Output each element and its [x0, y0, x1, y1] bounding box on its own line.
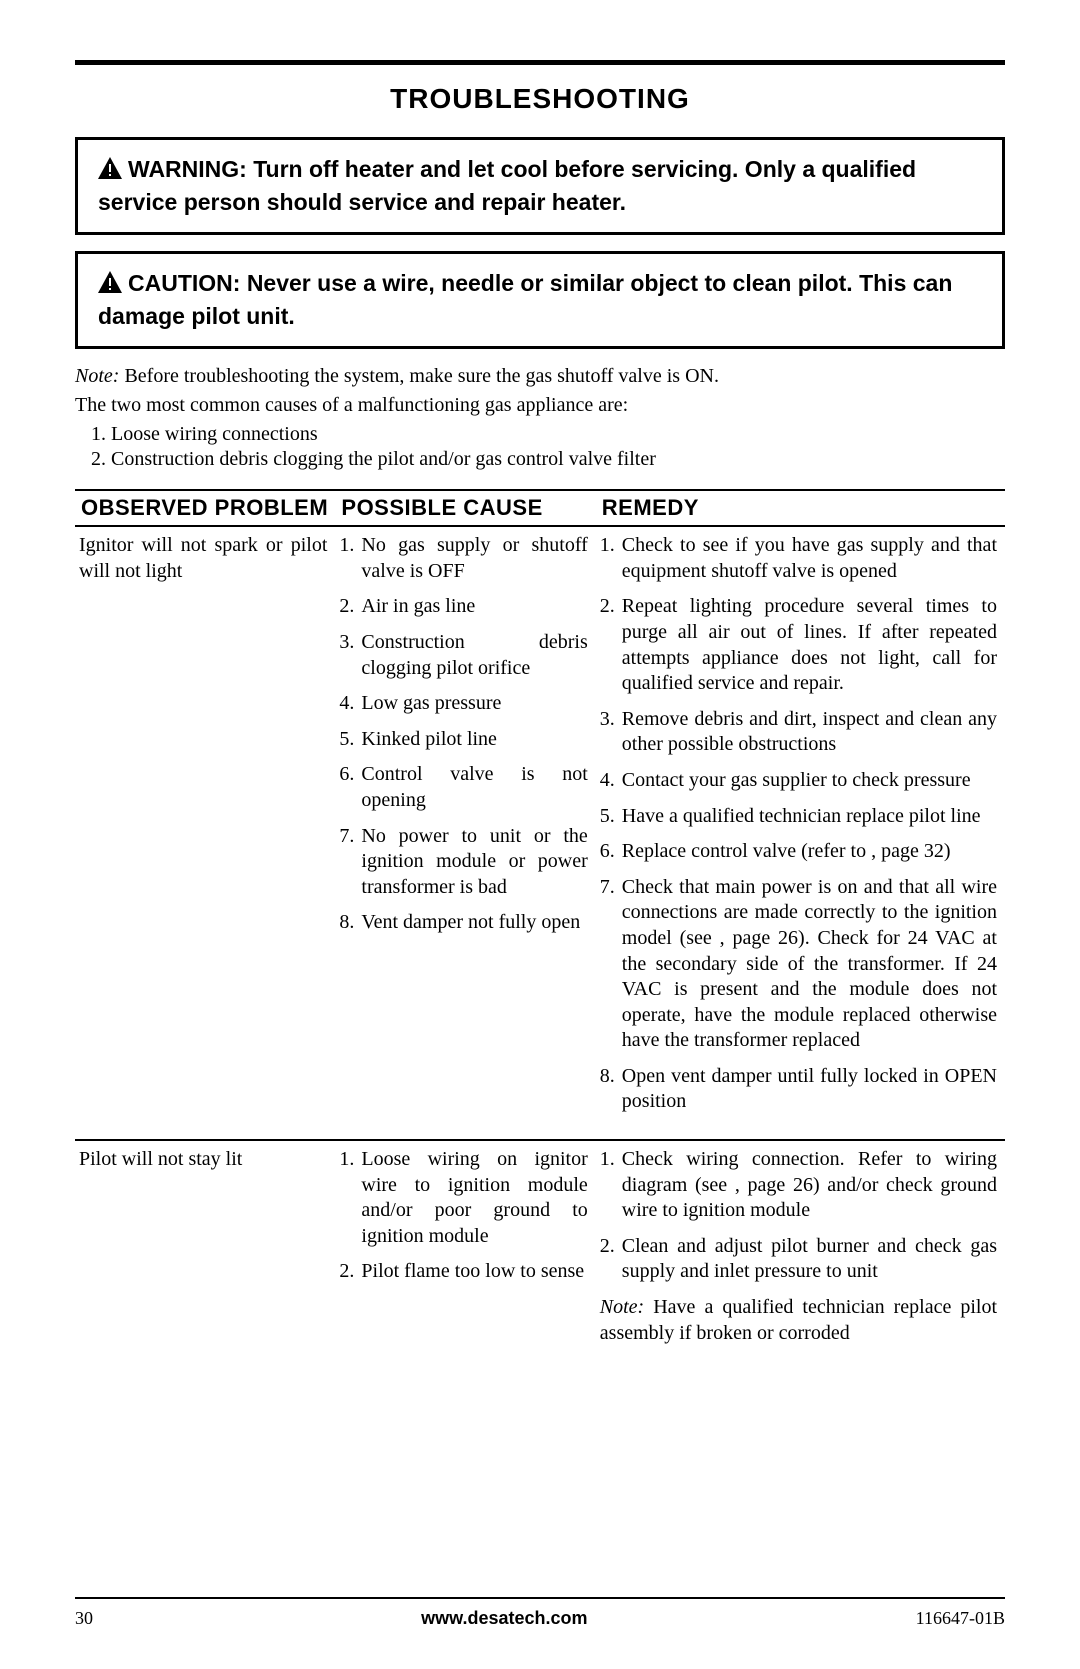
cell-remedy: 1.Check wiring connection. Refer to wiri… [596, 1140, 1005, 1360]
cell-problem: Pilot will not stay lit [75, 1140, 335, 1360]
footer: 30 www.desatech.com 116647-01B [75, 1608, 1005, 1629]
remedy-item: 3.Remove debris and dirt, inspect and cl… [600, 707, 997, 758]
cause-item: 6.Control valve is not opening [339, 762, 587, 813]
cause-item: 5.Kinked pilot line [339, 727, 587, 753]
caution-label: CAUTION: Never use a wire, needle or sim… [98, 270, 952, 329]
intro-list: Loose wiring connections Construction de… [75, 423, 1005, 471]
table-body: Ignitor will not spark or pilot will not… [75, 526, 1005, 1360]
remedy-item: 4.Contact your gas supplier to check pre… [600, 768, 997, 794]
th-cause: POSSIBLE CAUSE [335, 490, 595, 526]
th-remedy: REMEDY [596, 490, 1005, 526]
warning-label: WARNING: Turn off heater and let cool be… [98, 156, 916, 215]
cell-remedy: 1.Check to see if you have gas supply an… [596, 526, 1005, 1140]
cause-item: 2.Air in gas line [339, 594, 587, 620]
th-problem: OBSERVED PROBLEM [75, 490, 335, 526]
warning-text: WARNING: Turn off heater and let cool be… [98, 154, 982, 218]
remedy-item: 2.Clean and adjust pilot burner and chec… [600, 1234, 997, 1285]
warning-icon [98, 156, 122, 187]
cause-item: 1.Loose wiring on ignitor wire to igniti… [339, 1147, 587, 1249]
intro-line: The two most common causes of a malfunct… [75, 394, 1005, 417]
note-body: Before troubleshooting the system, make … [119, 365, 719, 387]
troubleshooting-table: OBSERVED PROBLEM POSSIBLE CAUSE REMEDY I… [75, 489, 1005, 1360]
cause-item: 4.Low gas pressure [339, 691, 587, 717]
remedy-item: 6.Replace control valve (refer to , page… [600, 839, 997, 865]
cell-cause: 1.No gas supply or shutoff valve is OFF 2… [335, 526, 595, 1140]
remedy-item: 2.Repeat lighting procedure several time… [600, 594, 997, 696]
remedy-item: 8.Open vent damper until fully locked in… [600, 1064, 997, 1115]
cause-item: 2.Pilot flame too low to sense [339, 1259, 587, 1285]
top-rule [75, 60, 1005, 65]
cause-item: 1.No gas supply or shutoff valve is OFF [339, 533, 587, 584]
cause-item: 7.No power to unit or the ignition modul… [339, 824, 587, 901]
note-lead: Note: [75, 365, 119, 387]
footer-doc: 116647-01B [916, 1608, 1005, 1629]
page: TROUBLESHOOTING WARNING: Turn off heater… [0, 0, 1080, 1669]
caution-text: CAUTION: Never use a wire, needle or sim… [98, 268, 982, 332]
remedy-item: 5.Have a qualified technician replace pi… [600, 804, 997, 830]
warning-box: WARNING: Turn off heater and let cool be… [75, 137, 1005, 235]
footer-page: 30 [75, 1608, 93, 1629]
caution-icon [98, 270, 122, 301]
footer-url: www.desatech.com [421, 1608, 587, 1629]
note-line: Note: Before troubleshooting the system,… [75, 365, 1005, 388]
intro-item: Loose wiring connections [111, 423, 1005, 446]
table-row: Pilot will not stay lit1.Loose wiring on… [75, 1140, 1005, 1360]
cell-cause: 1.Loose wiring on ignitor wire to igniti… [335, 1140, 595, 1360]
remedy-item: 7.Check that main power is on and that a… [600, 875, 997, 1054]
intro-item: Construction debris clogging the pilot a… [111, 448, 1005, 471]
caution-box: CAUTION: Never use a wire, needle or sim… [75, 251, 1005, 349]
footer-rule [75, 1597, 1005, 1599]
cause-item: 3.Construction debris clogging pilot ori… [339, 630, 587, 681]
cell-problem: Ignitor will not spark or pilot will not… [75, 526, 335, 1140]
table-row: Ignitor will not spark or pilot will not… [75, 526, 1005, 1140]
remedy-item: 1.Check to see if you have gas supply an… [600, 533, 997, 584]
cause-item: 8.Vent damper not fully open [339, 910, 587, 936]
page-title: TROUBLESHOOTING [75, 83, 1005, 115]
remedy-note: Note: Have a qualified technician replac… [600, 1295, 997, 1346]
remedy-item: 1.Check wiring connection. Refer to wiri… [600, 1147, 997, 1224]
